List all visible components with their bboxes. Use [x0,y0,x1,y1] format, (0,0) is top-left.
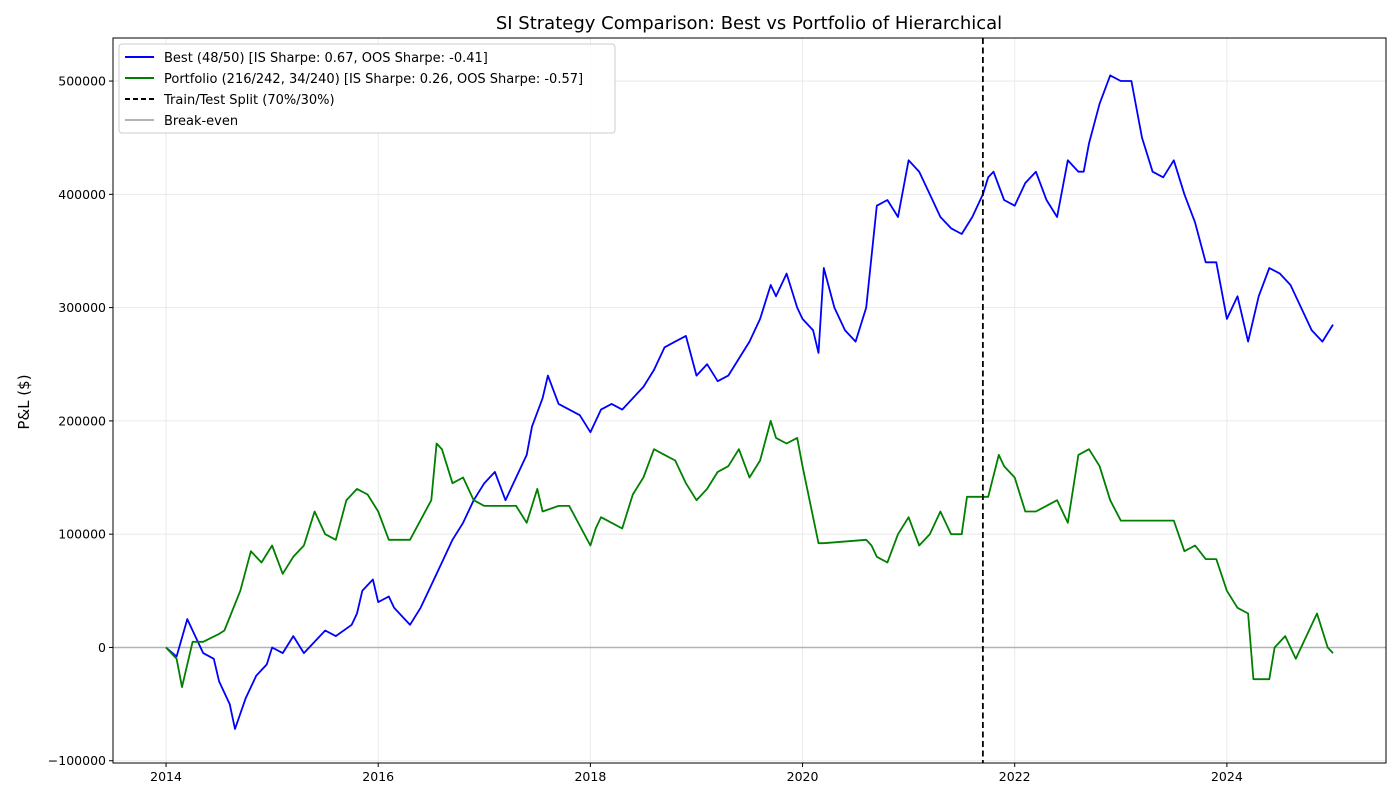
x-tick-label: 2016 [362,769,394,784]
portfolio-series-line [165,420,1334,688]
legend: Best (48/50) [IS Sharpe: 0.67, OOS Sharp… [118,43,616,134]
x-tick-label: 2014 [150,769,182,784]
chart-title: SI Strategy Comparison: Best vs Portfoli… [496,13,1002,34]
legend-label-breakeven: Break-even [164,114,238,129]
legend-box [118,43,616,134]
y-tick-label: −100000 [48,753,106,768]
x-tick-label: 2022 [999,769,1031,784]
x-tick-label: 2024 [1211,769,1243,784]
best-series-line [165,74,1334,730]
y-tick-label: 200000 [58,413,106,428]
tick-layer: 2014 2016 2018 2020 2022 2024 −100000 0 100000 20… [48,74,1243,784]
legend-label-split: Train/Test Split (70%/30%) [163,93,335,108]
series-layer [165,38,1334,763]
y-tick-label: 500000 [58,74,106,89]
y-tick-label: 300000 [58,300,106,315]
x-tick-label: 2020 [787,769,819,784]
y-tick-label: 100000 [58,527,106,542]
y-tick-label: 0 [98,640,106,655]
y-axis-label: P&L ($) [15,374,33,429]
plot-frame [112,37,1387,764]
y-tick-label: 400000 [58,187,106,202]
legend-label-portfolio: Portfolio (216/242, 34/240) [IS Sharpe: … [164,72,583,87]
x-tick-label: 2018 [574,769,606,784]
legend-label-best: Best (48/50) [IS Sharpe: 0.67, OOS Sharp… [164,51,488,66]
